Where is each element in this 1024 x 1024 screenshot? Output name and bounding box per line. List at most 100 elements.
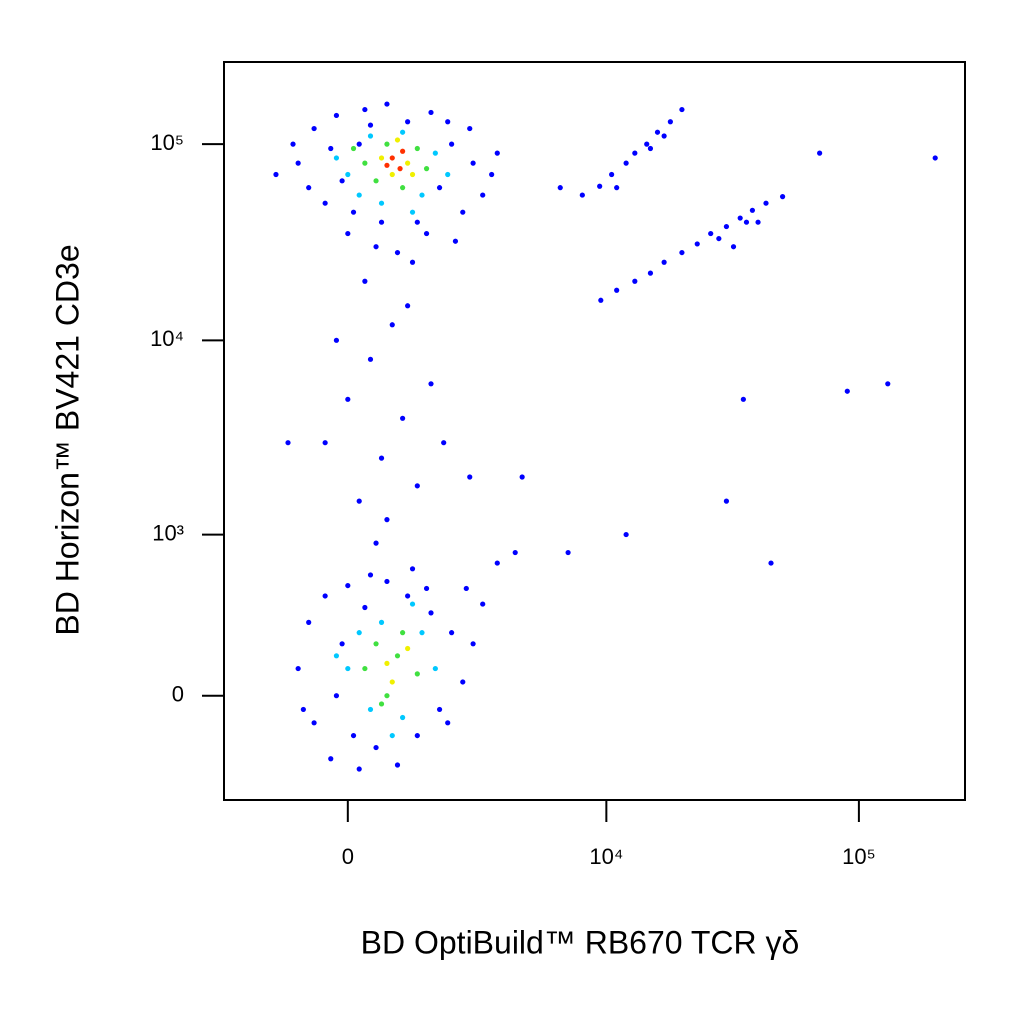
event-dot: [609, 171, 615, 178]
event-dot: [885, 381, 891, 387]
event-dot: [441, 440, 447, 446]
x-tick-label: 10⁴: [589, 844, 623, 869]
event-dot: [480, 601, 486, 607]
event-dot: [405, 160, 411, 166]
event-dot: [356, 766, 362, 772]
event-dot: [306, 185, 312, 191]
event-dot: [333, 155, 340, 161]
event-dot: [740, 396, 746, 402]
event-dot: [405, 645, 411, 652]
event-dot: [339, 178, 345, 184]
event-dot: [755, 219, 761, 225]
event-dot: [389, 322, 395, 328]
event-dot: [328, 145, 334, 152]
event-dot: [644, 141, 650, 147]
event-dot: [519, 474, 525, 480]
event-dot: [378, 155, 385, 161]
event-dot: [373, 244, 379, 250]
event-dot: [409, 601, 416, 607]
event-dot: [322, 440, 328, 446]
event-dot: [394, 762, 401, 768]
event-dot: [763, 200, 769, 206]
event-dot: [409, 566, 416, 572]
event-dot: [470, 160, 476, 166]
event-dot: [614, 185, 620, 191]
event-dot: [394, 137, 401, 143]
event-dot: [356, 498, 362, 504]
event-dot: [844, 388, 850, 394]
event-dot: [579, 192, 585, 198]
event-dot: [384, 660, 390, 666]
x-tick-label: 10⁵: [842, 844, 876, 869]
event-dot: [384, 517, 390, 523]
event-dot: [362, 665, 368, 672]
event-dot: [723, 498, 730, 504]
event-dot: [400, 714, 406, 721]
event-dot: [367, 122, 374, 128]
x-axis-title: BD OptiBuild™ RB670 TCR γδ: [361, 924, 800, 960]
event-dot: [373, 641, 379, 647]
event-dot: [378, 701, 385, 707]
event-dot: [428, 381, 434, 387]
event-dot: [295, 160, 301, 166]
event-dot: [356, 192, 362, 198]
event-dot: [409, 171, 416, 178]
event-dot: [384, 101, 390, 107]
event-dot: [632, 150, 638, 156]
event-dot: [362, 278, 368, 284]
event-dot: [367, 706, 374, 713]
event-dot: [414, 483, 420, 489]
event-dot: [285, 440, 291, 446]
event-dot: [300, 706, 306, 713]
event-dot: [779, 194, 786, 200]
event-dot: [463, 585, 469, 592]
event-dot: [489, 171, 495, 178]
event-dot: [597, 183, 603, 189]
event-dot: [389, 732, 395, 739]
event-dot: [322, 593, 328, 599]
event-dot: [623, 160, 629, 166]
event-dot: [405, 119, 411, 125]
event-dot: [661, 259, 667, 265]
event-dot: [428, 610, 434, 616]
event-dot: [817, 150, 823, 156]
event-dot: [423, 230, 430, 237]
event-dot: [333, 653, 340, 659]
event-dot: [414, 145, 420, 152]
event-dot: [414, 732, 420, 739]
event-dot: [362, 106, 368, 113]
event-dot: [389, 155, 395, 161]
event-dot: [405, 593, 411, 599]
event-dot: [694, 241, 700, 247]
event-dot: [384, 693, 390, 699]
event-dot: [730, 244, 737, 250]
event-dot: [432, 665, 438, 672]
event-dot: [445, 720, 451, 726]
event-dot: [716, 235, 722, 242]
event-dot: [378, 455, 385, 461]
event-dot: [409, 259, 416, 265]
event-dot: [400, 129, 406, 135]
event-dot: [654, 129, 661, 135]
event-dot: [322, 200, 328, 206]
event-dot: [333, 112, 340, 119]
event-dot: [452, 238, 459, 244]
event-dot: [273, 171, 279, 178]
y-axis-title: BD Horizon™ BV421 CD3e: [49, 244, 85, 635]
event-dot: [389, 171, 395, 178]
event-dot: [345, 171, 351, 178]
event-dot: [295, 665, 301, 672]
event-dot: [350, 209, 357, 215]
event-dot: [350, 145, 357, 152]
event-dot: [378, 619, 385, 625]
event-dot: [480, 192, 486, 198]
event-dot: [389, 679, 395, 685]
event-dot: [362, 604, 368, 611]
event-dot: [367, 356, 374, 362]
event-dot: [632, 278, 638, 284]
event-dot: [400, 185, 406, 191]
event-dot: [400, 630, 406, 636]
event-dot: [373, 744, 379, 751]
y-tick-label: 10⁴: [150, 326, 184, 351]
